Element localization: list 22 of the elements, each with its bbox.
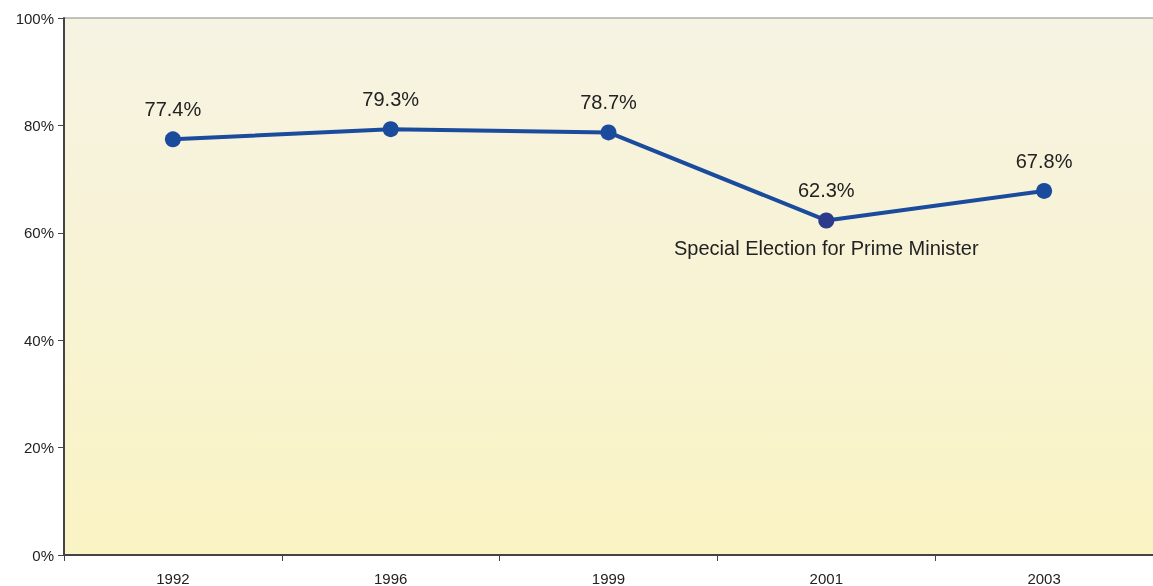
y-tick-label: 100% — [15, 9, 54, 27]
x-tick-label: 1996 — [374, 570, 408, 586]
x-tick-label: 2001 — [809, 570, 843, 586]
x-tick-label: 2003 — [1027, 570, 1061, 586]
point — [818, 212, 835, 229]
y-tick-label: 40% — [23, 331, 54, 349]
point — [1036, 182, 1053, 199]
y-tick-label: 20% — [23, 439, 54, 457]
point — [600, 124, 617, 141]
data-label: 78.7% — [580, 91, 638, 114]
point — [382, 121, 399, 138]
y-tick-label: 80% — [23, 116, 54, 134]
point — [164, 131, 181, 148]
data-label: 79.3% — [362, 88, 420, 111]
y-tick-label: 60% — [23, 224, 54, 242]
x-tick-label: 1992 — [156, 570, 190, 586]
y-tick-label: 0% — [32, 546, 54, 564]
x-tick-label: 1999 — [591, 570, 626, 586]
data-label: 62.3% — [797, 179, 855, 202]
data-label: 67.8% — [1015, 149, 1073, 172]
data-label: 77.4% — [144, 98, 202, 121]
annotation: Special Election for Prime Minister — [674, 237, 979, 260]
